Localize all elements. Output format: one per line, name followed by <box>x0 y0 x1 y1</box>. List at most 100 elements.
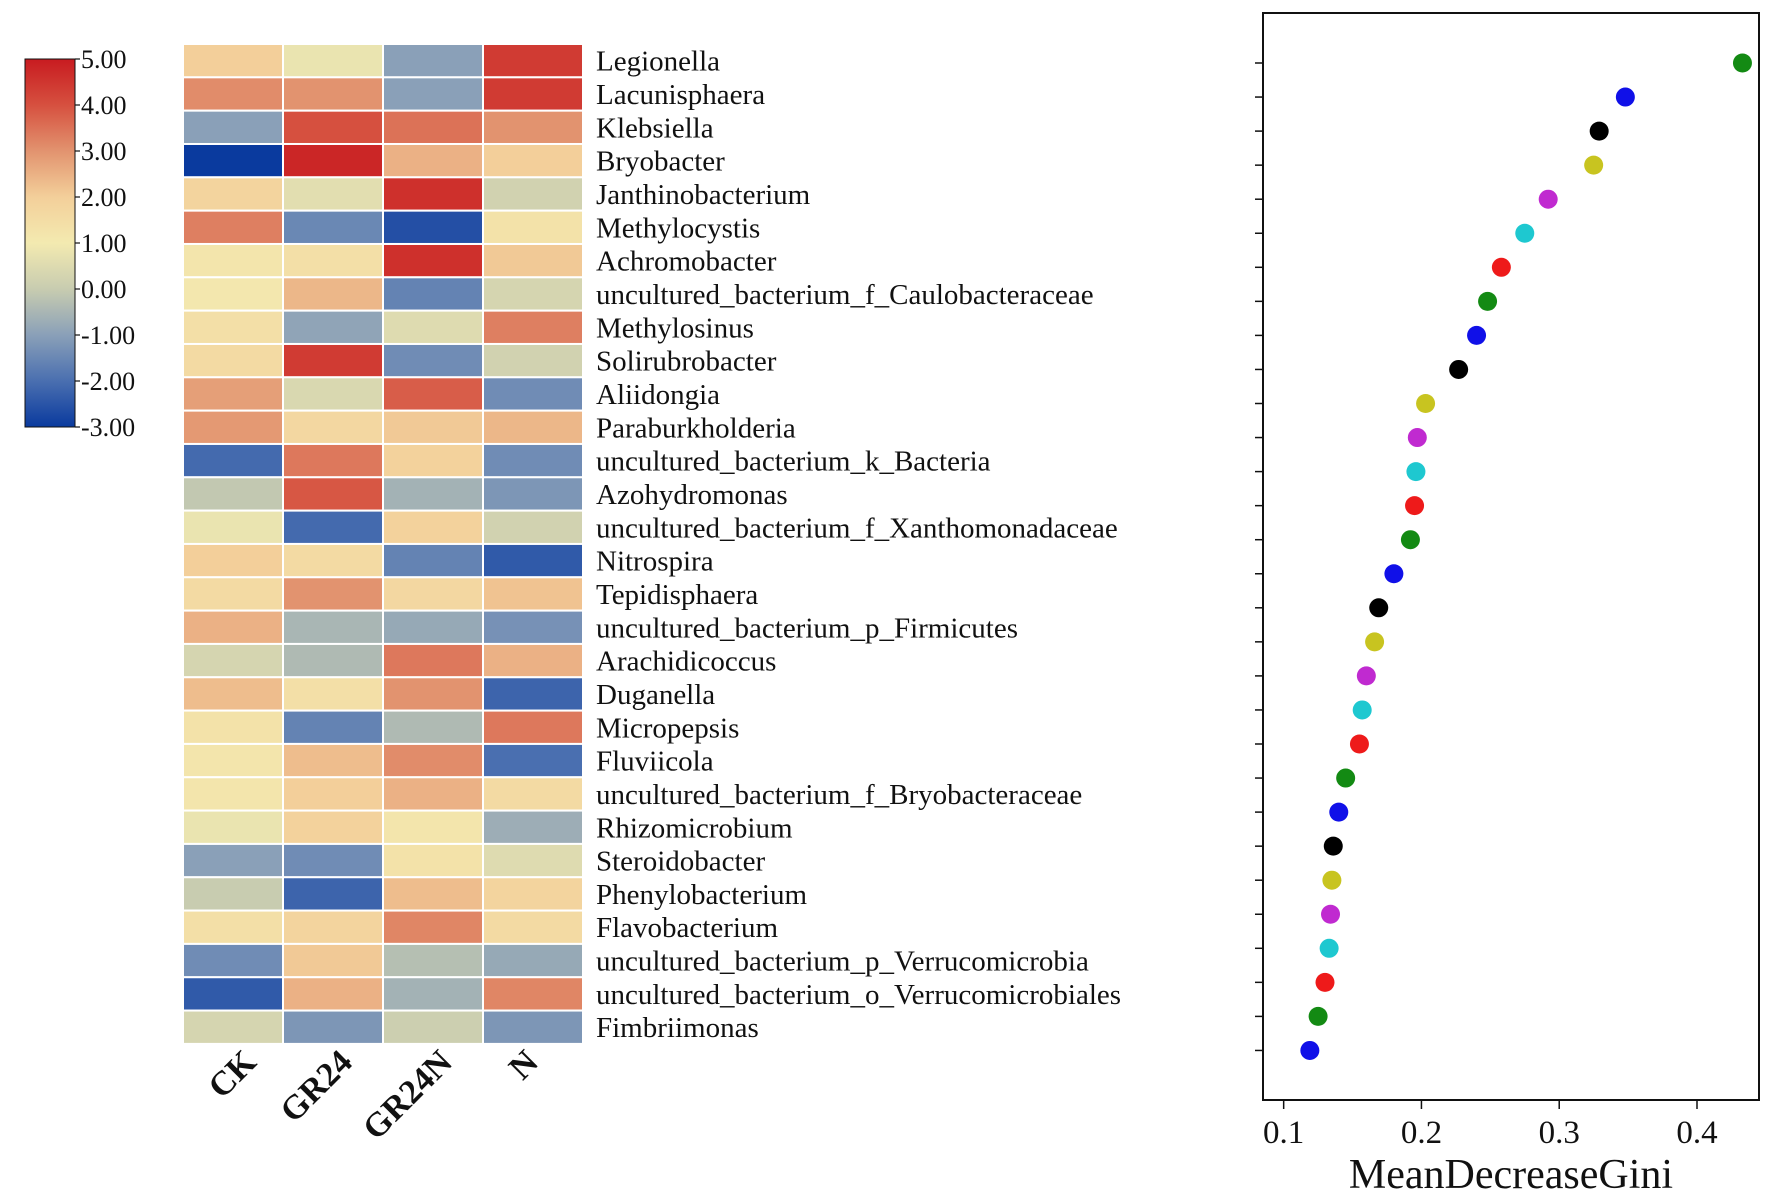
data-point <box>1356 666 1376 686</box>
heatmap-cell <box>182 509 284 545</box>
heatmap-cell <box>482 309 584 345</box>
heatmap-cell <box>282 476 384 512</box>
heatmap-cell <box>282 442 384 479</box>
colorbar-tick-label: 4.00 <box>81 91 127 120</box>
heatmap-cell <box>282 809 384 845</box>
heatmap-cell <box>482 776 584 812</box>
heatmap-cell <box>382 976 484 1012</box>
heatmap-cell <box>282 209 384 245</box>
heatmap-row-label: Fluviicola <box>596 746 714 778</box>
heatmap-cell <box>182 476 284 512</box>
heatmap-row-label: Rhizomicrobium <box>596 812 793 844</box>
heatmap-cell <box>482 509 584 545</box>
heatmap-cell <box>282 509 384 545</box>
heatmap-cell <box>182 176 284 212</box>
heatmap-cell <box>282 909 384 945</box>
heatmap-cell <box>182 109 284 145</box>
heatmap-cell <box>382 642 484 679</box>
heatmap-row-label: Methylocystis <box>596 212 760 244</box>
data-point <box>1491 257 1511 277</box>
heatmap-row-label: Duganella <box>596 679 715 711</box>
heatmap-cell <box>282 576 384 612</box>
heatmap-row-label: Phenylobacterium <box>596 879 807 911</box>
heatmap-cell <box>282 276 384 312</box>
heatmap-cell <box>382 676 484 712</box>
heatmap-cell <box>482 1009 584 1045</box>
heatmap-cell <box>182 376 284 412</box>
data-point <box>1405 496 1425 516</box>
heatmap-column-label: CK <box>201 1043 264 1106</box>
colorbar-tick-label: 0.00 <box>81 275 127 304</box>
heatmap-cell <box>182 742 284 779</box>
data-point <box>1449 359 1469 379</box>
heatmap-cell <box>382 542 484 579</box>
data-point <box>1336 768 1356 788</box>
heatmap-cell <box>182 542 284 579</box>
heatmap-cell <box>182 76 284 112</box>
heatmap-cell <box>482 642 584 679</box>
heatmap-cell <box>482 942 584 979</box>
data-point <box>1538 189 1558 209</box>
colorbar-tick-label: 1.00 <box>81 229 127 258</box>
heatmap-row-label: Arachidicoccus <box>596 646 776 678</box>
heatmap-cell <box>182 442 284 479</box>
colorbar-tick-label: 2.00 <box>81 183 127 212</box>
heatmap-cell <box>482 176 584 212</box>
heatmap-row-label: Steroidobacter <box>596 846 765 878</box>
colorbar-gradient <box>24 58 76 428</box>
heatmap-cell <box>382 176 484 212</box>
heatmap-cell <box>482 542 584 579</box>
heatmap-cell <box>382 1009 484 1045</box>
heatmap-column-label: N <box>502 1043 546 1087</box>
x-tick-label: 0.3 <box>1539 1115 1580 1151</box>
data-point <box>1308 1006 1328 1026</box>
heatmap-cell <box>282 409 384 445</box>
data-point <box>1321 904 1341 924</box>
heatmap-cell <box>282 709 384 745</box>
data-point <box>1416 394 1436 413</box>
data-point <box>1319 938 1339 958</box>
heatmap-cell <box>182 242 284 279</box>
heatmap-row-label: uncultured_bacterium_f_Bryobacteraceae <box>596 779 1082 811</box>
colorbar: 5.00 4.00 3.00 2.00 1.00 0.00 -1.00 -2.00 -3.00 <box>24 45 135 442</box>
heatmap-cell <box>282 876 384 912</box>
data-point <box>1315 972 1335 992</box>
heatmap-cell <box>282 142 384 179</box>
heatmap-cell <box>382 509 484 545</box>
heatmap-cell <box>482 442 584 479</box>
heatmap-cell <box>282 609 384 645</box>
heatmap-cell <box>382 409 484 445</box>
heatmap-cell <box>282 642 384 679</box>
heatmap-cell <box>382 309 484 345</box>
heatmap-row-label: Aliidongia <box>596 379 720 411</box>
heatmap-cell <box>182 276 284 312</box>
heatmap-cell <box>482 676 584 712</box>
heatmap-cell <box>182 309 284 345</box>
data-point <box>1400 530 1420 550</box>
heatmap-cell <box>182 1009 284 1045</box>
data-point <box>1349 734 1369 754</box>
heatmap-cell <box>382 476 484 512</box>
heatmap-row-label: Nitrospira <box>596 546 714 578</box>
data-point <box>1322 870 1342 890</box>
heatmap-cell <box>182 142 284 179</box>
heatmap-cell <box>482 242 584 279</box>
data-point <box>1369 598 1389 618</box>
heatmap-cell <box>382 576 484 612</box>
data-point <box>1352 700 1372 720</box>
heatmap-cell <box>482 709 584 745</box>
heatmap-cell <box>482 142 584 179</box>
data-point <box>1384 564 1404 584</box>
heatmap-cell <box>282 776 384 812</box>
heatmap-cell <box>282 676 384 712</box>
heatmap-cell <box>482 276 584 312</box>
colorbar-tick-label: -3.00 <box>81 413 135 442</box>
heatmap-cell <box>482 609 584 645</box>
x-tick-label: 0.4 <box>1676 1115 1717 1151</box>
heatmap-cell <box>182 976 284 1012</box>
heatmap-row-label: uncultured_bacterium_f_Caulobacteraceae <box>596 279 1094 311</box>
heatmap-cell <box>482 576 584 612</box>
heatmap-row-label: Paraburkholderia <box>596 412 796 444</box>
heatmap-row-label: uncultured_bacterium_k_Bacteria <box>596 446 991 478</box>
